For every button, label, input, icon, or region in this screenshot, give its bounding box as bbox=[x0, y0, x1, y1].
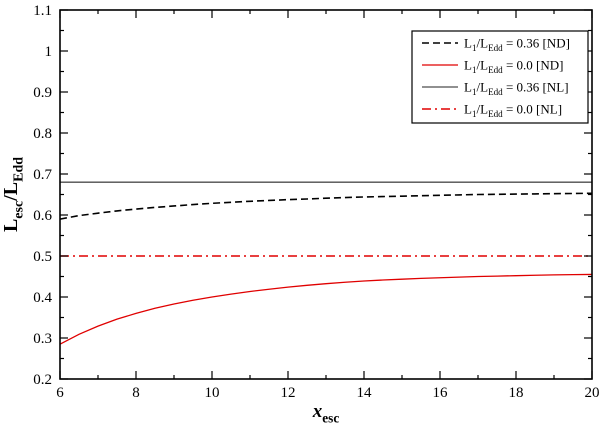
y-tick-label: 0.6 bbox=[33, 208, 52, 224]
y-tick-label: 0.5 bbox=[33, 249, 52, 265]
x-tick-label: 8 bbox=[132, 385, 140, 401]
y-tick-label: 0.8 bbox=[33, 126, 52, 142]
y-tick-label: 0.3 bbox=[33, 331, 52, 347]
y-tick-label: 0.4 bbox=[33, 290, 52, 306]
legend-label-3: L1/LEdd = 0.0 [NL] bbox=[464, 102, 562, 120]
y-tick-label: 1.1 bbox=[33, 3, 52, 19]
x-tick-label: 6 bbox=[56, 385, 64, 401]
x-tick-label: 18 bbox=[509, 385, 524, 401]
x-tick-label: 10 bbox=[205, 385, 220, 401]
y-tick-label: 1 bbox=[45, 44, 53, 60]
series-line-0 bbox=[59, 192, 593, 220]
legend-label-2: L1/LEdd = 0.36 [NL] bbox=[464, 80, 569, 98]
y-tick-label: 0.2 bbox=[33, 372, 52, 388]
x-tick-label: 16 bbox=[433, 385, 449, 401]
y-tick-label: 0.7 bbox=[33, 167, 52, 183]
x-tick-label: 12 bbox=[281, 385, 296, 401]
y-axis-label: Lesc/LEdd bbox=[0, 157, 27, 232]
legend-box bbox=[411, 30, 589, 124]
legend-label-0: L1/LEdd = 0.36 [ND] bbox=[464, 36, 570, 54]
series-line-1 bbox=[59, 273, 593, 345]
x-tick-label: 14 bbox=[357, 385, 373, 401]
y-tick-label: 0.9 bbox=[33, 85, 52, 101]
x-tick-label: 20 bbox=[585, 385, 600, 401]
legend-label-1: L1/LEdd = 0.0 [ND] bbox=[464, 58, 564, 76]
x-axis-label: xesc bbox=[312, 401, 340, 425]
